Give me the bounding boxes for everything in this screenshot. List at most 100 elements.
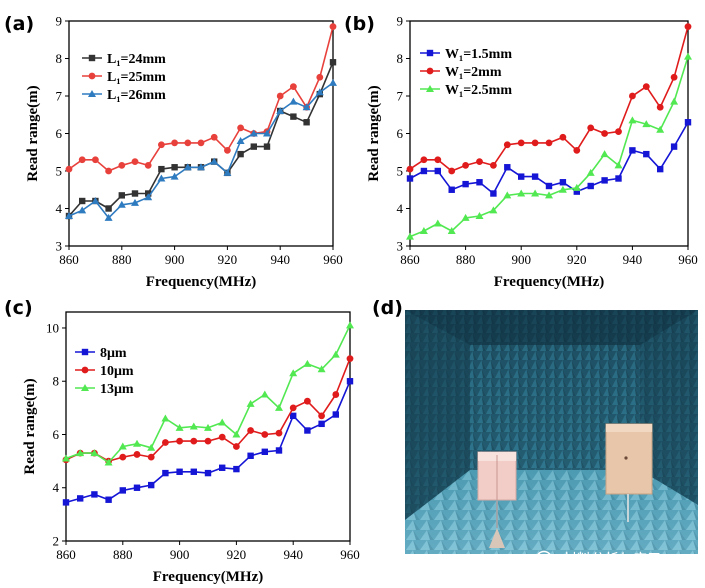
data-point — [642, 83, 650, 91]
data-point — [503, 141, 511, 149]
data-point — [133, 439, 141, 447]
y-tick-label: 5 — [397, 164, 404, 179]
legend-marker — [88, 54, 96, 62]
data-point — [78, 156, 86, 164]
data-point — [118, 192, 125, 199]
y-tick-label: 9 — [56, 14, 63, 29]
data-point — [219, 464, 226, 471]
data-point — [545, 191, 553, 199]
data-point — [434, 167, 441, 175]
data-point — [614, 161, 623, 169]
x-tick-label: 860 — [400, 252, 420, 267]
data-point — [249, 129, 258, 137]
data-point — [684, 52, 692, 60]
legend: 8μm 10μm 13μm — [75, 346, 134, 397]
chart-panel-c: (c) 860 880 900 920 940 960 2 4 6 8 10 Frequency(MHz… — [4, 297, 360, 585]
x-tick-label: 880 — [112, 252, 132, 267]
data-point — [531, 139, 539, 147]
data-point — [263, 129, 271, 137]
data-point — [656, 125, 665, 133]
data-point — [346, 355, 354, 362]
data-point — [223, 168, 232, 176]
y-tick-label: 5 — [56, 164, 63, 179]
series-1 — [62, 378, 354, 506]
x-axis-title: Frequency(MHz) — [146, 274, 257, 290]
legend-label: 8μm — [100, 346, 127, 361]
data-point — [558, 185, 567, 193]
data-point — [190, 437, 198, 445]
data-point — [218, 418, 227, 426]
data-point — [263, 143, 271, 150]
data-point — [190, 468, 197, 475]
data-point — [261, 431, 269, 438]
y-tick-label: 6 — [56, 126, 63, 141]
series-3 — [62, 321, 354, 466]
data-point — [447, 227, 456, 234]
y-axis-title: Read range(m) — [366, 85, 382, 181]
x-tick-label: 940 — [283, 547, 303, 562]
wechat-icon-bubble — [544, 556, 558, 570]
data-point — [573, 146, 581, 154]
data-point — [275, 403, 283, 411]
y-tick-label: 6 — [53, 427, 60, 442]
data-point — [176, 437, 184, 445]
data-point — [504, 164, 511, 171]
y-tick-label: 4 — [53, 480, 60, 495]
x-tick-label: 940 — [270, 252, 290, 267]
data-point — [559, 133, 567, 141]
series-1 — [406, 119, 692, 197]
data-point — [148, 481, 155, 489]
data-point — [78, 206, 87, 214]
data-point — [233, 465, 240, 473]
data-point — [420, 167, 428, 175]
x-axis-title: Frequency(MHz) — [153, 569, 264, 585]
data-point — [545, 182, 553, 190]
data-point — [157, 174, 166, 182]
y-tick-label: 4 — [56, 201, 63, 216]
legend: W₁=1.5mm W₁=2mm W₁=2.5mm — [420, 47, 512, 98]
data-point — [175, 423, 184, 431]
legend-marker — [88, 72, 96, 80]
data-point — [119, 487, 126, 494]
legend-label: 13μm — [100, 382, 134, 397]
data-point — [77, 495, 84, 502]
data-point — [144, 193, 153, 201]
data-point — [406, 165, 414, 173]
data-point — [290, 83, 297, 91]
data-point — [346, 321, 354, 329]
data-point — [197, 139, 205, 147]
data-point — [260, 390, 269, 398]
x-tick-label: 900 — [165, 252, 185, 267]
data-point — [615, 128, 622, 136]
x-tick-label: 880 — [456, 252, 476, 267]
data-point — [162, 439, 169, 446]
data-point — [517, 139, 525, 147]
y-tick-label: 7 — [397, 89, 404, 104]
data-point — [147, 443, 156, 451]
data-point — [684, 23, 692, 31]
data-point — [290, 412, 297, 420]
data-point — [117, 200, 126, 208]
series-3 — [65, 78, 337, 221]
data-point — [670, 97, 679, 105]
data-point — [133, 451, 141, 458]
data-point — [670, 73, 678, 81]
legend-marker — [81, 348, 89, 356]
data-point — [434, 156, 442, 164]
data-point — [490, 190, 497, 197]
data-point — [90, 449, 99, 457]
data-point — [131, 198, 139, 206]
data-point — [329, 23, 337, 31]
data-point — [601, 177, 608, 184]
legend-label: W₁=1.5mm — [445, 47, 512, 62]
data-point — [176, 468, 183, 475]
x-tick-label: 960 — [323, 252, 343, 267]
data-point — [237, 124, 245, 132]
data-point — [628, 116, 637, 124]
data-point — [331, 350, 340, 358]
data-point — [332, 391, 340, 398]
series-2 — [406, 23, 692, 175]
data-point — [461, 213, 470, 221]
data-point — [218, 433, 226, 441]
y-axis-title: Read range(m) — [25, 85, 41, 181]
